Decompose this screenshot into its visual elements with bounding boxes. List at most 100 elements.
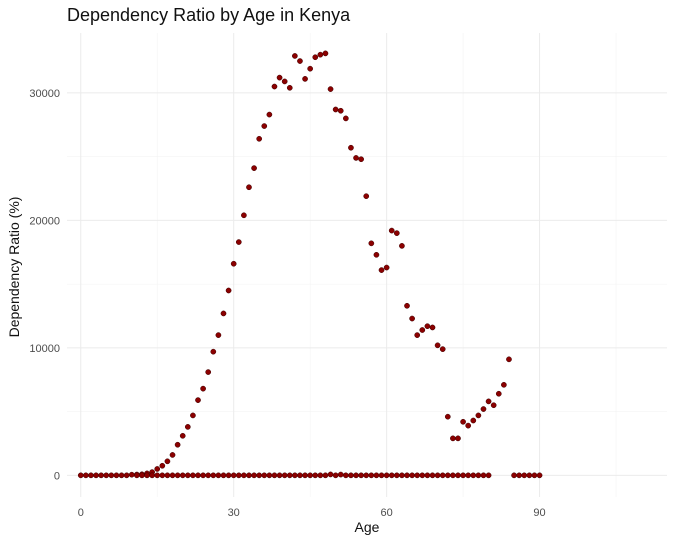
- data-point: [225, 472, 232, 479]
- data-point: [271, 472, 278, 479]
- grid-lines: [67, 33, 667, 497]
- data-point: [322, 50, 329, 57]
- data-point: [286, 84, 293, 91]
- data-point: [470, 417, 477, 424]
- data-point: [490, 402, 497, 409]
- chart-title: Dependency Ratio by Age in Kenya: [67, 5, 351, 25]
- data-point: [495, 390, 502, 397]
- data-point: [195, 397, 201, 403]
- data-point: [281, 472, 288, 479]
- data-point: [83, 472, 89, 479]
- data-point: [439, 472, 446, 479]
- data-point: [312, 54, 319, 61]
- data-point: [368, 472, 375, 479]
- data-point: [383, 264, 390, 271]
- data-point: [393, 230, 400, 236]
- data-point: [475, 412, 482, 419]
- data-point: [414, 332, 421, 338]
- data-point: [241, 212, 247, 219]
- data-point: [302, 472, 308, 479]
- data-point: [450, 472, 456, 479]
- data-point: [200, 385, 206, 392]
- data-point: [439, 346, 446, 352]
- data-point: [215, 472, 222, 479]
- data-point: [266, 472, 273, 479]
- data-point: [342, 115, 349, 122]
- data-point: [276, 472, 283, 479]
- data-point: [139, 472, 145, 479]
- data-point: [210, 472, 217, 479]
- data-point: [113, 472, 120, 479]
- data-point: [419, 472, 426, 479]
- data-point: [511, 472, 517, 479]
- x-tick-label: 90: [533, 507, 545, 519]
- data-point: [169, 472, 176, 479]
- data-point: [342, 472, 349, 479]
- data-point: [516, 472, 523, 479]
- data-point: [220, 472, 227, 479]
- data-point: [230, 260, 237, 267]
- data-point: [327, 86, 334, 92]
- data-point: [149, 472, 155, 479]
- data-point: [205, 369, 212, 375]
- data-point: [378, 267, 385, 273]
- data-point: [327, 471, 334, 478]
- data-point: [526, 472, 533, 479]
- data-point: [419, 327, 426, 333]
- data-point: [286, 472, 293, 479]
- data-point: [485, 472, 492, 479]
- x-tick-label: 0: [78, 507, 84, 519]
- data-point: [154, 466, 161, 472]
- data-point: [118, 472, 125, 479]
- data-point: [460, 472, 466, 479]
- data-point: [179, 432, 186, 439]
- data-point: [205, 472, 212, 479]
- data-point: [475, 472, 482, 479]
- data-point: [144, 472, 150, 479]
- data-point: [292, 472, 298, 479]
- data-point: [434, 472, 441, 479]
- data-point: [292, 53, 298, 59]
- data-point: [184, 472, 191, 479]
- data-point: [307, 65, 314, 72]
- data-point: [256, 472, 263, 479]
- data-point: [302, 76, 308, 82]
- data-point: [108, 472, 115, 479]
- data-point: [424, 472, 431, 479]
- data-point: [246, 472, 252, 479]
- data-point: [485, 398, 492, 405]
- data-point: [235, 239, 242, 245]
- data-point: [450, 435, 456, 442]
- data-point: [409, 472, 415, 479]
- data-point: [353, 155, 359, 161]
- data-point: [444, 413, 451, 420]
- data-point: [307, 472, 314, 479]
- data-point: [348, 472, 354, 479]
- data-point: [368, 240, 375, 247]
- data-point: [521, 472, 528, 479]
- y-tick-label: 30000: [29, 88, 60, 100]
- data-point: [261, 123, 268, 129]
- data-point: [353, 472, 359, 479]
- y-axis-title: Dependency Ratio (%): [6, 197, 22, 338]
- data-point: [210, 348, 217, 355]
- data-point: [460, 418, 466, 425]
- data-point: [77, 472, 84, 479]
- data-point: [470, 472, 477, 479]
- data-point: [444, 472, 451, 479]
- data-point: [195, 472, 201, 479]
- data-point: [200, 472, 206, 479]
- data-point: [271, 83, 278, 90]
- y-tick-label: 20000: [29, 215, 60, 227]
- data-point: [251, 165, 257, 171]
- x-axis-title: Age: [355, 519, 380, 535]
- data-point: [179, 472, 186, 479]
- data-point: [317, 51, 324, 58]
- data-point: [332, 472, 339, 479]
- data-point: [215, 332, 222, 338]
- data-point: [184, 424, 191, 430]
- data-point: [388, 227, 395, 234]
- data-point: [337, 471, 344, 478]
- data-point: [297, 58, 303, 64]
- data-point: [465, 472, 472, 479]
